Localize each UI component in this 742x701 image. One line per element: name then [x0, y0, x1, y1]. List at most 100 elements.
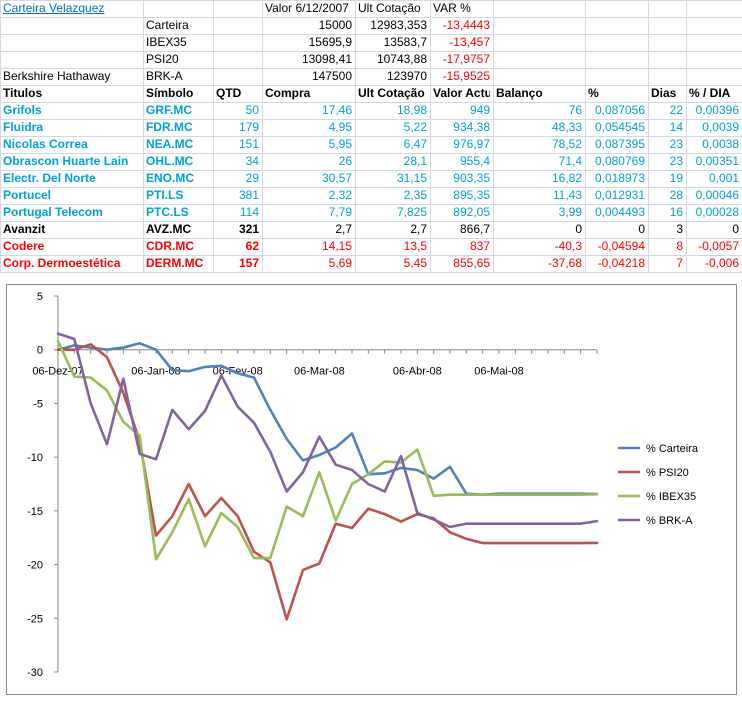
table-cell[interactable]: 29: [245, 171, 259, 185]
table-cell[interactable]: -37,68: [547, 256, 582, 270]
stock-name[interactable]: Corp. Dermoestética: [3, 256, 121, 270]
table-cell[interactable]: 3: [676, 222, 683, 236]
column-header-pct[interactable]: %: [588, 86, 599, 100]
summary-index-name[interactable]: IBEX35: [146, 35, 187, 49]
table-cell[interactable]: 0,087395: [594, 137, 645, 151]
column-header-balanco[interactable]: Balanço: [496, 86, 543, 100]
table-cell[interactable]: 34: [245, 154, 259, 168]
table-cell[interactable]: 2,7: [335, 222, 352, 236]
table-cell[interactable]: -0,0057: [698, 239, 739, 253]
table-cell[interactable]: 7,79: [328, 205, 352, 219]
table-cell[interactable]: 50: [245, 103, 259, 117]
table-cell[interactable]: -0,04594: [597, 239, 645, 253]
table-cell[interactable]: 0,080769: [594, 154, 645, 168]
stock-symbol[interactable]: PTI.LS: [146, 188, 184, 202]
stock-name[interactable]: Portugal Telecom: [3, 205, 103, 219]
table-cell[interactable]: 76: [568, 103, 582, 117]
table-cell[interactable]: 13,5: [403, 239, 427, 253]
table-cell[interactable]: 28,1: [403, 154, 427, 168]
table-cell[interactable]: 30,57: [321, 171, 352, 185]
summary-last-value[interactable]: 12983,353: [370, 18, 427, 32]
column-header-titulos[interactable]: Titulos: [3, 86, 43, 100]
summary-last-value[interactable]: 123970: [386, 69, 427, 83]
table-cell[interactable]: 895,35: [453, 188, 490, 202]
table-cell[interactable]: 8: [676, 239, 683, 253]
table-cell[interactable]: 4,95: [328, 120, 352, 134]
table-cell[interactable]: 381: [238, 188, 259, 202]
column-header-qtd[interactable]: QTD: [216, 86, 242, 100]
table-cell[interactable]: 0,00396: [695, 103, 739, 117]
summary-row-label[interactable]: Berkshire Hathaway: [3, 69, 111, 83]
stock-symbol[interactable]: AVZ.MC: [146, 222, 192, 236]
table-cell[interactable]: 7,825: [396, 205, 427, 219]
column-header-valor-actual[interactable]: Valor Actual: [433, 86, 490, 100]
table-cell[interactable]: 78,52: [551, 137, 582, 151]
table-cell[interactable]: 0,018973: [594, 171, 645, 185]
table-cell[interactable]: 0,00351: [695, 154, 739, 168]
column-header-dias[interactable]: Dias: [651, 86, 677, 100]
stock-name[interactable]: Nicolas Correa: [3, 137, 88, 151]
summary-index-name[interactable]: Carteira: [146, 18, 189, 32]
table-cell[interactable]: 5,69: [328, 256, 352, 270]
table-cell[interactable]: 0,00046: [695, 188, 739, 202]
table-cell[interactable]: 955,4: [459, 154, 490, 168]
stock-name[interactable]: Fluidra: [3, 120, 44, 134]
stock-symbol[interactable]: CDR.MC: [146, 239, 194, 253]
table-cell[interactable]: 837: [469, 239, 490, 253]
table-cell[interactable]: 2,32: [328, 188, 352, 202]
table-cell[interactable]: 16: [669, 205, 683, 219]
table-cell[interactable]: 11,43: [552, 188, 582, 202]
table-cell[interactable]: 0,001: [708, 171, 739, 185]
summary-index-name[interactable]: PSI20: [146, 52, 179, 66]
stock-symbol[interactable]: GRF.MC: [146, 103, 192, 117]
table-cell[interactable]: 18,98: [396, 103, 427, 117]
table-cell[interactable]: 17,46: [321, 103, 352, 117]
summary-header-var-pct[interactable]: VAR %: [433, 1, 471, 15]
table-cell[interactable]: 0,0039: [702, 120, 739, 134]
table-cell[interactable]: 0: [638, 222, 645, 236]
stock-symbol[interactable]: DERM.MC: [146, 256, 204, 270]
stock-symbol[interactable]: NEA.MC: [146, 137, 194, 151]
summary-last-value[interactable]: 13583,7: [383, 35, 427, 49]
summary-var-pct[interactable]: -17,9757: [442, 52, 490, 66]
stock-symbol[interactable]: ENO.MC: [146, 171, 194, 185]
table-cell[interactable]: 14: [669, 120, 683, 134]
portfolio-title[interactable]: Carteira Velazquez: [3, 1, 105, 15]
table-cell[interactable]: 28: [669, 188, 683, 202]
stock-name[interactable]: Avanzit: [3, 222, 46, 236]
table-cell[interactable]: 949: [469, 103, 490, 117]
table-cell[interactable]: 0,0038: [702, 137, 739, 151]
table-cell[interactable]: -0,006: [704, 256, 739, 270]
summary-index-name[interactable]: BRK-A: [146, 69, 183, 83]
table-cell[interactable]: 114: [239, 205, 259, 219]
table-cell[interactable]: 5,95: [328, 137, 352, 151]
table-cell[interactable]: 23: [669, 137, 683, 151]
table-cell[interactable]: 3,99: [558, 205, 582, 219]
table-cell[interactable]: 6,47: [403, 137, 427, 151]
summary-header-last-quote[interactable]: Ult Cotação: [358, 1, 421, 15]
table-cell[interactable]: 14,15: [321, 239, 352, 253]
table-cell[interactable]: 866,7: [459, 222, 490, 236]
table-cell[interactable]: 16,82: [551, 171, 582, 185]
stock-symbol[interactable]: FDR.MC: [146, 120, 193, 134]
table-cell[interactable]: 22: [669, 103, 683, 117]
table-cell[interactable]: 321: [238, 222, 259, 236]
table-cell[interactable]: 0,012931: [594, 188, 645, 202]
table-cell[interactable]: 7: [676, 256, 683, 270]
table-cell[interactable]: 5,22: [403, 120, 427, 134]
column-header-pct-dia[interactable]: % / DIA: [689, 86, 731, 100]
summary-var-pct[interactable]: -13,457: [449, 35, 490, 49]
table-cell[interactable]: 5,45: [403, 256, 427, 270]
table-cell[interactable]: 31,15: [396, 171, 427, 185]
stock-name[interactable]: Codere: [3, 239, 45, 253]
table-cell[interactable]: 157: [238, 256, 259, 270]
stock-symbol[interactable]: OHL.MC: [146, 154, 194, 168]
table-cell[interactable]: 0,004493: [594, 205, 645, 219]
summary-start-value[interactable]: 15695,9: [308, 35, 352, 49]
stock-name[interactable]: Obrascon Huarte Lain: [3, 154, 129, 168]
table-cell[interactable]: 2,7: [410, 222, 427, 236]
table-cell[interactable]: 19: [669, 171, 683, 185]
table-cell[interactable]: 48,33: [551, 120, 582, 134]
summary-header-value-date[interactable]: Valor 6/12/2007: [265, 1, 349, 15]
summary-start-value[interactable]: 15000: [318, 18, 352, 32]
